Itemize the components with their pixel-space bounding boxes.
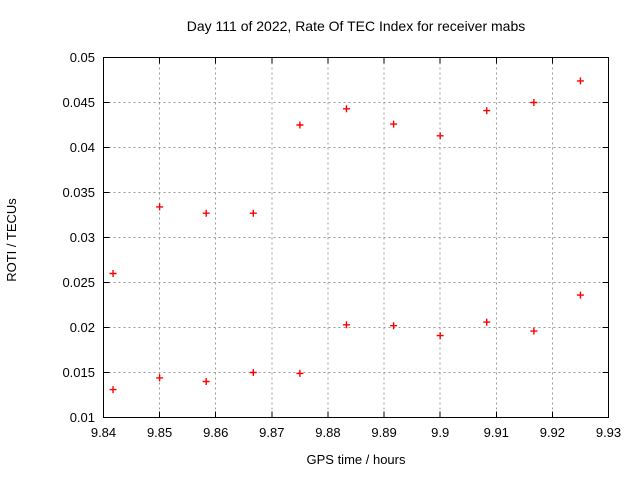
data-point-marker — [296, 121, 304, 129]
data-point-marker — [530, 99, 538, 106]
x-tick-label: 9.87 — [259, 425, 284, 440]
data-point-marker — [483, 107, 491, 115]
x-tick-label: 9.84 — [91, 425, 116, 440]
data-point-marker — [249, 369, 257, 376]
data-point-marker — [576, 291, 584, 299]
data-point-marker — [202, 378, 210, 385]
data-point-marker — [109, 270, 117, 277]
data-point-marker — [530, 327, 538, 335]
data-point-marker — [390, 120, 398, 128]
x-tick-label: 9.9 — [431, 425, 449, 440]
data-point-marker — [342, 321, 350, 329]
data-point-marker — [436, 132, 444, 140]
data-point-marker — [296, 369, 304, 377]
x-tick-label: 9.89 — [371, 425, 396, 440]
y-tick-label: 0.025 — [62, 275, 95, 290]
y-tick-label: 0.01 — [70, 410, 95, 425]
data-point-marker — [342, 105, 350, 113]
data-point-marker — [249, 209, 257, 217]
x-tick-label: 9.88 — [315, 425, 340, 440]
y-tick-label: 0.035 — [62, 185, 95, 200]
x-tick-label: 9.93 — [596, 425, 621, 440]
x-tick-label: 9.85 — [147, 425, 172, 440]
data-point-marker — [202, 209, 210, 217]
y-tick-label: 0.02 — [70, 320, 95, 335]
y-tick-label: 0.05 — [70, 50, 95, 65]
data-point-marker — [390, 322, 398, 330]
data-point-marker — [156, 203, 164, 211]
data-points-layer — [109, 77, 584, 394]
y-axis-label: ROTI / TECUs — [4, 198, 19, 282]
x-tick-label: 9.91 — [484, 425, 509, 440]
x-axis-label: GPS time / hours — [307, 452, 406, 467]
grid-layer — [103, 57, 609, 418]
data-point-marker — [483, 318, 491, 326]
data-point-marker — [576, 77, 584, 85]
y-tick-label: 0.015 — [62, 365, 95, 380]
y-tick-label: 0.045 — [62, 95, 95, 110]
data-point-marker — [436, 332, 444, 340]
data-point-marker — [156, 374, 164, 382]
data-point-marker — [109, 386, 117, 394]
x-tick-label: 9.86 — [203, 425, 228, 440]
y-tick-label: 0.04 — [70, 140, 95, 155]
axis-tick-layer — [103, 57, 609, 418]
x-tick-label: 9.92 — [540, 425, 565, 440]
y-tick-label: 0.03 — [70, 230, 95, 245]
chart-title: Day 111 of 2022, Rate Of TEC Index for r… — [187, 18, 526, 34]
tick-label-layer: 9.84 9.85 9.86 9.87 9.88 9.89 9.9 9.91 9.92 9.93 0… — [62, 50, 621, 440]
